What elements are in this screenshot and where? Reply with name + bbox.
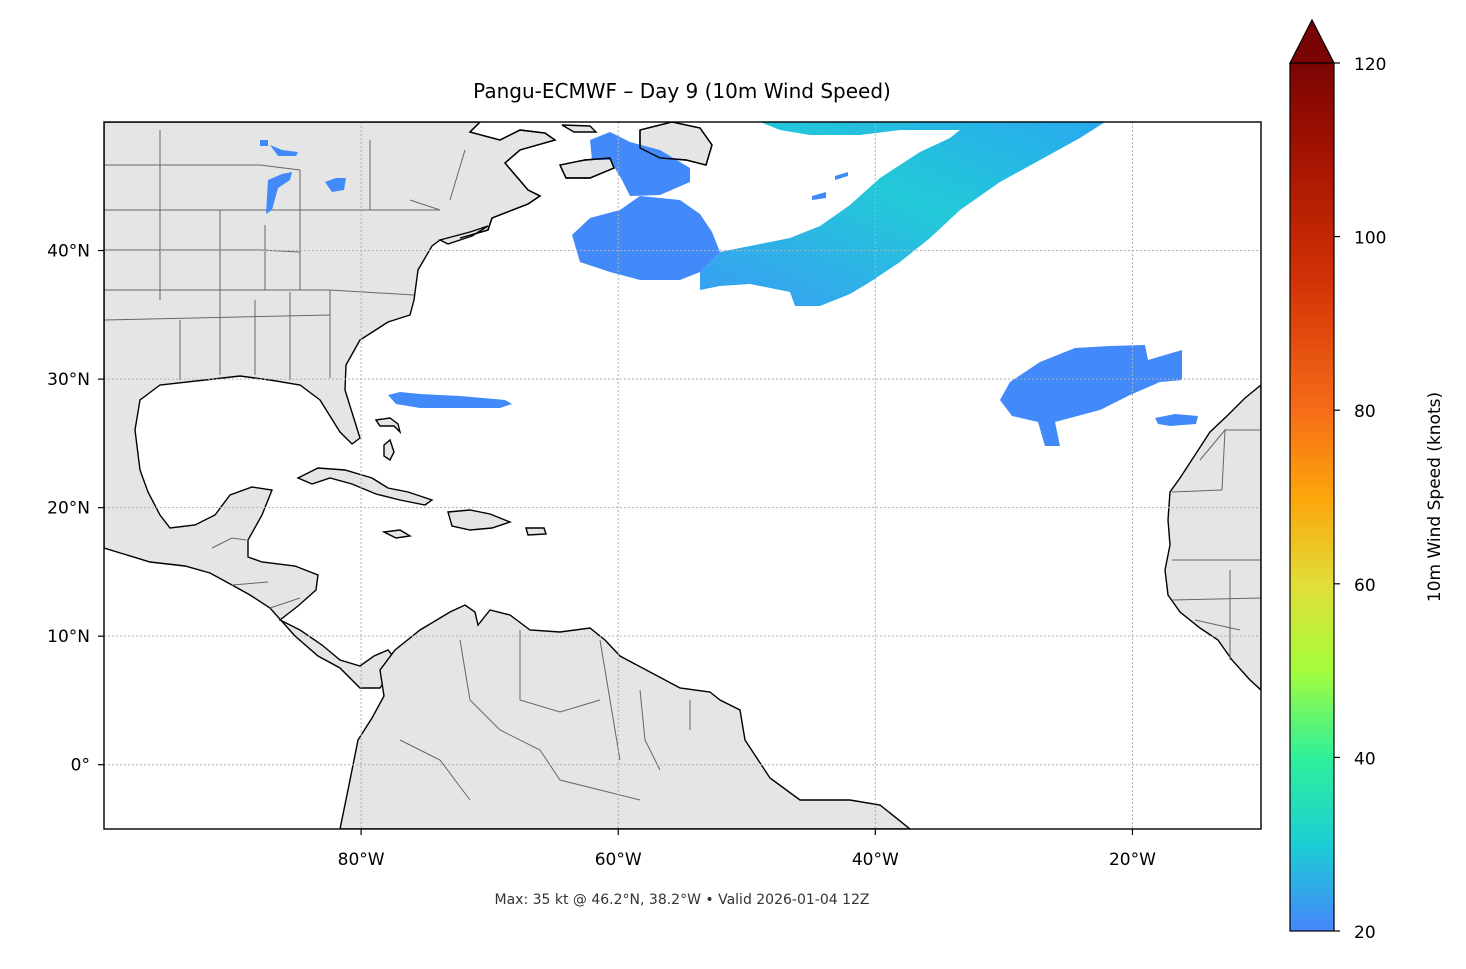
bahamas-north	[374, 417, 402, 435]
wind-area-great-lakes-michigan	[266, 172, 292, 214]
puerto-rico	[525, 527, 547, 536]
colorbar-tick-label: 100	[1354, 229, 1386, 249]
colorbar-extend-arrow	[1289, 18, 1335, 64]
wind-area-great-lakes-huron	[325, 178, 346, 192]
jamaica	[381, 529, 413, 539]
land	[104, 122, 1261, 829]
wind-area-gulf-of-st-lawrence	[590, 132, 690, 196]
coastlines	[459, 122, 713, 239]
y-tick-label: 0°	[71, 756, 90, 776]
south-america	[339, 604, 912, 829]
bahamas-andros	[383, 438, 395, 462]
map-area	[104, 122, 1261, 829]
wind-area-great-lakes-superior	[270, 145, 298, 156]
gridlines	[104, 122, 1261, 829]
x-tick-label: 20°W	[1109, 850, 1156, 870]
colorbar-ticks: 20 40 60 80 100 120	[1334, 55, 1386, 943]
y-tick-label: 20°N	[47, 499, 90, 519]
cuba	[296, 467, 434, 506]
hispaniola	[447, 509, 513, 531]
wind-area-north-of-bahamas	[388, 392, 512, 408]
y-tick-label: 30°N	[47, 370, 90, 390]
x-tick-label: 60°W	[595, 850, 642, 870]
latitude-ticks: 40°N 30°N 20°N 10°N 0°	[47, 242, 104, 776]
colorbar-bar	[1289, 62, 1335, 932]
y-tick-label: 10°N	[47, 627, 90, 647]
longitude-ticks: 80°W 60°W 40°W 20°W	[338, 829, 1156, 870]
x-tick-label: 80°W	[338, 850, 385, 870]
colorbar-tick-label: 20	[1354, 923, 1376, 943]
colorbar: 20 40 60 80 100 120 10m Wind Speed (knots)	[1289, 18, 1445, 943]
map-frame	[103, 121, 1262, 830]
colorbar-tick-label: 60	[1354, 576, 1376, 596]
wind-shading	[260, 122, 1198, 446]
max-wind-footer: Max: 35 kt @ 46.2°N, 38.2°W • Valid 2026…	[495, 892, 870, 908]
wind-area-off-us-east-coast	[572, 196, 720, 280]
colorbar-label: 10m Wind Speed (knots)	[1425, 392, 1445, 602]
colorbar-tick-label: 120	[1354, 55, 1386, 75]
long-island	[438, 225, 489, 245]
anticosti	[561, 124, 598, 133]
y-tick-label: 40°N	[47, 242, 90, 262]
wind-area-north-atlantic-jet	[700, 122, 1105, 306]
chart-title: Pangu-ECMWF – Day 9 (10m Wind Speed)	[473, 79, 891, 103]
colorbar-tick-label: 80	[1354, 402, 1376, 422]
wind-area-near-canaries	[1155, 414, 1198, 426]
colorbar-tick-label: 40	[1354, 749, 1376, 769]
wind-area-northeast-of-canaries	[1000, 345, 1182, 446]
x-tick-label: 40°W	[852, 850, 899, 870]
africa	[1164, 384, 1261, 691]
political-borders	[104, 130, 1261, 801]
